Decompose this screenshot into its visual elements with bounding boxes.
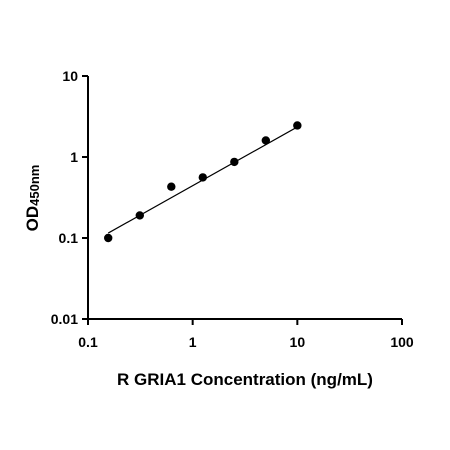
x-tick-label: 100 [390,334,414,350]
axes [87,76,402,320]
svg-text:OD450nm: OD450nm [23,165,42,232]
y-tick-label: 1 [70,149,78,165]
y-axis-title-subscript: 450nm [27,165,42,206]
y-tick-label: 0.01 [51,311,78,327]
x-tick-label: 10 [290,334,306,350]
data-point [135,211,144,220]
x-axis-title: R GRIA1 Concentration (ng/mL) [117,370,373,389]
x-ticks: 0.1 1 10 100 [78,319,414,350]
x-tick-label: 1 [189,334,197,350]
data-point [230,157,239,167]
data-point [167,182,176,191]
series-layer [104,121,302,243]
y-ticks: 0.01 0.1 1 10 [51,68,88,327]
y-axis-title: OD450nm [23,165,42,232]
y-tick-label: 0.1 [59,230,79,246]
data-point [261,136,271,145]
data-point [104,233,113,243]
x-tick-label: 0.1 [78,334,98,350]
data-point [293,121,302,130]
y-axis-title-main: OD [23,206,42,232]
data-point [198,173,208,182]
y-tick-label: 10 [62,68,78,84]
